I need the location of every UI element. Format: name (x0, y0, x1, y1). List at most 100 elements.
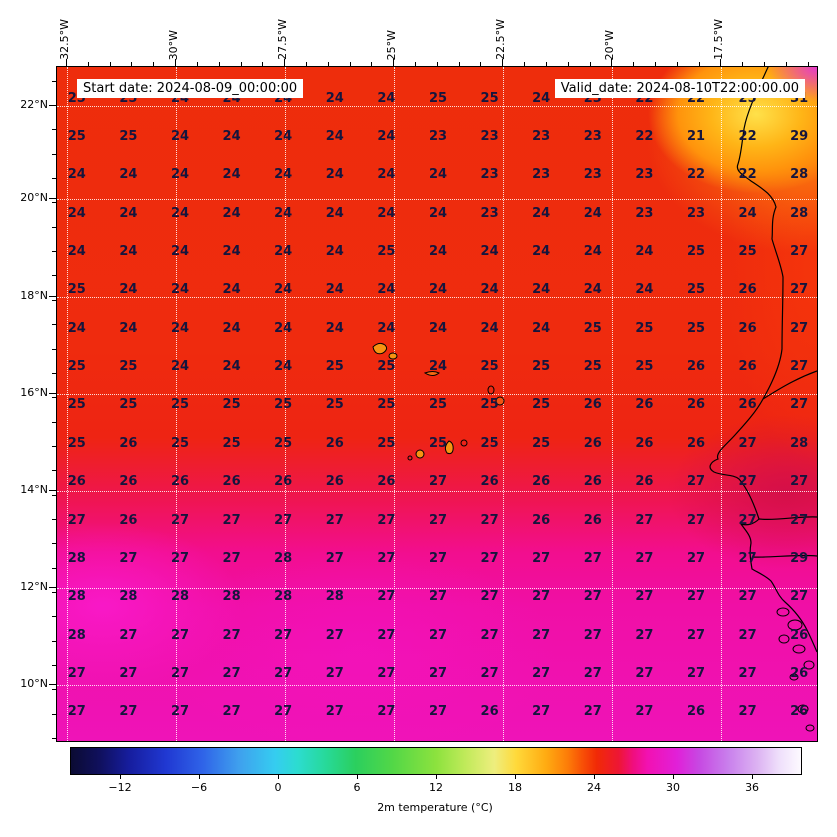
left-major-tick (49, 490, 56, 492)
temp-value: 27 (532, 665, 551, 681)
temp-value: 24 (480, 320, 499, 336)
temp-value: 27 (170, 512, 190, 528)
left-minor-tick (52, 153, 56, 155)
top-major-tick (175, 59, 177, 66)
temp-value: 25 (480, 90, 499, 106)
temp-value: 26 (635, 397, 654, 413)
temp-value: 24 (532, 282, 551, 298)
temp-value: 24 (635, 282, 654, 298)
left-minor-tick (52, 543, 56, 545)
temp-value: 24 (428, 205, 448, 221)
temp-value: 27 (67, 512, 86, 528)
top-minor-tick (262, 62, 264, 66)
temp-value: 24 (428, 244, 448, 260)
temp-value: 24 (170, 320, 190, 336)
temp-value: 27 (377, 627, 396, 643)
temp-value: 27 (635, 512, 654, 528)
left-minor-tick (52, 665, 56, 667)
temp-value: 24 (480, 244, 499, 260)
colorbar-tick-label: 24 (587, 781, 602, 794)
temp-value: 27 (222, 627, 241, 643)
temp-value: 25 (67, 397, 86, 413)
temp-value: 24 (222, 167, 241, 183)
temp-value: 27 (635, 589, 654, 605)
lat-axis-label: 22°N (20, 98, 48, 111)
temp-value: 24 (222, 244, 241, 260)
temp-value: 24 (428, 282, 448, 298)
temp-value: 27 (119, 550, 138, 566)
top-minor-tick (218, 62, 220, 66)
temp-value: 27 (170, 627, 190, 643)
temp-value: 27 (790, 589, 809, 605)
temp-value: 24 (119, 282, 138, 298)
temp-value: 28 (67, 550, 86, 566)
temp-value: 27 (222, 665, 241, 681)
temp-value: 24 (325, 129, 344, 145)
top-minor-tick (153, 62, 155, 66)
temp-value: 22 (635, 129, 654, 145)
top-minor-tick (305, 62, 307, 66)
temp-value: 26 (532, 512, 551, 528)
temp-value: 27 (686, 665, 706, 681)
africa-coastline (709, 67, 817, 653)
temp-value: 27 (325, 512, 344, 528)
temp-value: 24 (222, 129, 241, 145)
left-minor-tick (52, 738, 56, 740)
temp-value: 26 (738, 282, 757, 298)
top-minor-tick (349, 62, 351, 66)
temp-value: 27 (170, 550, 190, 566)
left-major-tick (49, 105, 56, 107)
lat-axis-label: 12°N (20, 580, 48, 593)
temp-value: 24 (532, 205, 551, 221)
top-minor-tick (87, 62, 89, 66)
lat-gridline (57, 199, 817, 200)
top-major-tick (720, 59, 722, 66)
colorbar-tick-mark (120, 775, 121, 779)
temp-value: 27 (274, 512, 293, 528)
temp-value: 29 (790, 129, 809, 145)
left-minor-tick (52, 372, 56, 374)
left-minor-tick (52, 348, 56, 350)
temp-value: 25 (325, 397, 344, 413)
temp-value: 24 (428, 167, 448, 183)
temp-value: 27 (274, 627, 293, 643)
top-minor-tick (436, 62, 438, 66)
temp-value: 24 (274, 359, 293, 375)
temp-value: 27 (480, 665, 499, 681)
temp-value: 25 (532, 397, 551, 413)
temp-value: 24 (532, 90, 551, 106)
temp-value: 26 (738, 397, 757, 413)
lat-axis-label: 10°N (20, 677, 48, 690)
temp-value: 24 (377, 90, 396, 106)
temp-value: 26 (583, 474, 602, 490)
temp-value: 24 (67, 320, 86, 336)
temp-value: 28 (67, 589, 86, 605)
left-minor-tick (52, 445, 56, 447)
temp-value: 25 (377, 244, 396, 260)
temp-value: 24 (67, 167, 86, 183)
temp-value: 24 (325, 167, 344, 183)
lat-gridline (57, 394, 817, 395)
colorbar-tick-label: 30 (666, 781, 681, 794)
temp-value: 25 (686, 282, 706, 298)
lon-gridline (612, 67, 613, 741)
temp-value: 27 (377, 550, 396, 566)
colorbar-tick-mark (357, 775, 359, 779)
temp-value: 26 (790, 665, 809, 681)
temp-value: 27 (738, 550, 757, 566)
temp-value: 24 (480, 282, 499, 298)
temp-value: 26 (67, 474, 86, 490)
temp-value: 25 (738, 244, 757, 260)
temp-value: 24 (170, 244, 190, 260)
temp-value: 27 (428, 704, 448, 720)
lon-gridline (721, 67, 722, 741)
temp-value: 26 (738, 320, 757, 336)
temp-value: 25 (170, 397, 190, 413)
top-minor-tick (633, 62, 635, 66)
temp-value: 25 (119, 129, 138, 145)
temp-value: 25 (67, 282, 86, 298)
left-minor-tick (52, 251, 56, 253)
temp-value: 27 (686, 474, 706, 490)
temp-value: 27 (67, 704, 86, 720)
valid-date-label: Valid_date: 2024-08-10T22:00:00.00 (554, 79, 805, 98)
